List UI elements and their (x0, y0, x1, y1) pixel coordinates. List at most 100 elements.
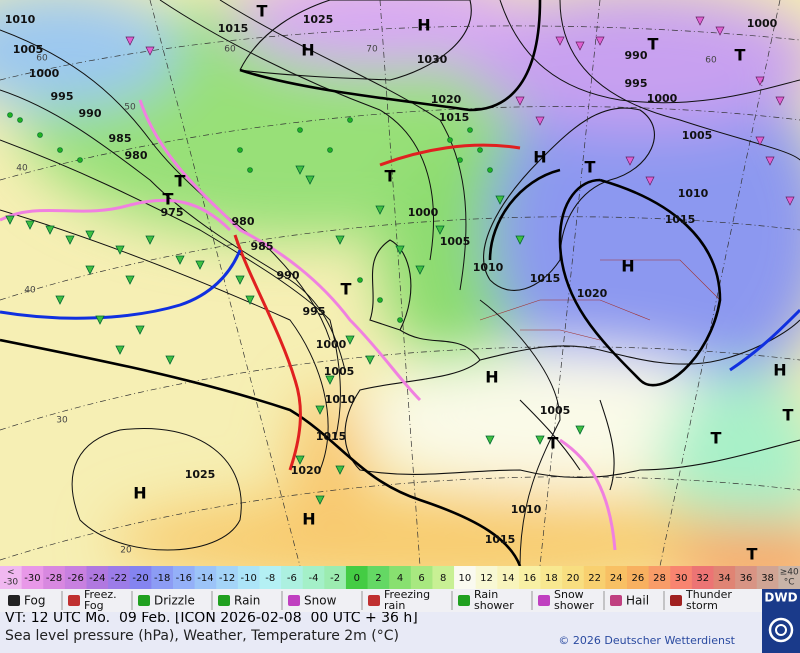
rain-shower (45, 225, 55, 235)
rain (77, 157, 83, 163)
isobar-label: 1005 (13, 43, 44, 56)
low-center: T (341, 280, 352, 299)
scale-cell (64, 566, 87, 589)
scale-cell (756, 566, 779, 589)
scale-cell (237, 566, 260, 589)
legend-icon (138, 595, 150, 606)
rain-shower (145, 235, 155, 245)
scale-label: 12 (480, 573, 493, 584)
isobar-label: 980 (232, 215, 255, 228)
isobar-label: 1010 (511, 503, 542, 516)
rain-shower (325, 375, 335, 385)
high-center: H (621, 257, 634, 276)
scale-label: -8 (265, 573, 275, 584)
rain-shower (485, 435, 495, 445)
rain-shower (5, 215, 15, 225)
isobar-bold (558, 178, 722, 387)
low-center: T (163, 190, 174, 209)
scale-label: -30 (3, 578, 18, 588)
graticule-label: 60 (36, 54, 48, 64)
footer-bg (0, 612, 800, 653)
scale-label: -16 (176, 573, 192, 584)
legend-icon (288, 595, 300, 606)
isobar-label: 1015 (218, 22, 249, 35)
scale-label: 18 (545, 573, 558, 584)
rain-shower (135, 325, 145, 335)
snow-shower (645, 176, 655, 186)
rain-shower (335, 235, 345, 245)
isobar (479, 299, 561, 566)
legend-icon (218, 595, 230, 606)
scale-cell (497, 566, 520, 589)
isobar-label: 980 (125, 149, 148, 162)
rain (327, 147, 333, 153)
logo-text: DWD (764, 591, 797, 605)
legend-icon (670, 595, 682, 606)
isobar (0, 29, 331, 341)
isobar-label: 975 (161, 206, 184, 219)
rain-shower (315, 495, 325, 505)
rain-shower (395, 245, 405, 255)
legend-bg (0, 589, 762, 612)
scale-label: -14 (197, 573, 213, 584)
scale-cell (583, 566, 606, 589)
rain (447, 137, 453, 143)
scale-label: 4 (397, 573, 403, 584)
rain (297, 127, 303, 133)
isobar-label: 995 (51, 90, 74, 103)
graticule-label: 40 (16, 164, 28, 174)
rain-shower (295, 455, 305, 465)
rain (247, 167, 253, 173)
rain (377, 297, 383, 303)
legend-icon (8, 595, 20, 606)
scale-label: 10 (458, 573, 471, 584)
high-center: H (302, 510, 315, 529)
isobar-label: 1000 (747, 17, 778, 30)
map-area: 1010 1015 1025 1000 1005 1030 1000 995 995 1020 10… (0, 0, 800, 566)
scale-label: 34 (718, 573, 731, 584)
low-center: T (783, 406, 794, 425)
isobar-label: 990 (625, 49, 648, 62)
snow-shower (145, 46, 155, 56)
isobar-label: 1005 (540, 404, 571, 417)
scale-label: -4 (309, 573, 319, 584)
legend-label: Rain (474, 588, 498, 601)
scale-cell (540, 566, 563, 589)
rain-shower (115, 345, 125, 355)
scale-cell (324, 566, 347, 589)
logo-swirl (768, 617, 794, 643)
isobar-label: 1030 (417, 53, 448, 66)
rain-shower (85, 230, 95, 240)
graticule-label: 30 (56, 416, 68, 426)
isobar (0, 139, 341, 441)
rain (7, 112, 13, 118)
high-center: H (773, 361, 786, 380)
rain-shower (535, 435, 545, 445)
isobar (559, 0, 800, 161)
occluded-front (0, 198, 232, 232)
rain (17, 117, 23, 123)
warm-front (233, 234, 302, 471)
high-center: H (533, 148, 546, 167)
legend-label: Freez. (84, 588, 117, 601)
isobar-label: 1000 (29, 67, 60, 80)
isobar-label: 1010 (5, 13, 36, 26)
rain-shower (165, 355, 175, 365)
legend-icon (68, 595, 80, 606)
scale-label: -26 (68, 573, 84, 584)
scale-cell (713, 566, 736, 589)
isobar-label: 1005 (682, 129, 713, 142)
isobar-label: 1000 (316, 338, 347, 351)
scale-cell (389, 566, 412, 589)
rain (477, 147, 483, 153)
scale-cell (216, 566, 239, 589)
scale-cell (778, 566, 800, 589)
scale-label: 24 (610, 573, 623, 584)
rain (457, 157, 463, 163)
snow-shower (515, 96, 525, 106)
coastline (344, 239, 800, 479)
scale-label: 28 (653, 573, 666, 584)
rain (237, 147, 243, 153)
isobar-label: 1015 (439, 111, 470, 124)
